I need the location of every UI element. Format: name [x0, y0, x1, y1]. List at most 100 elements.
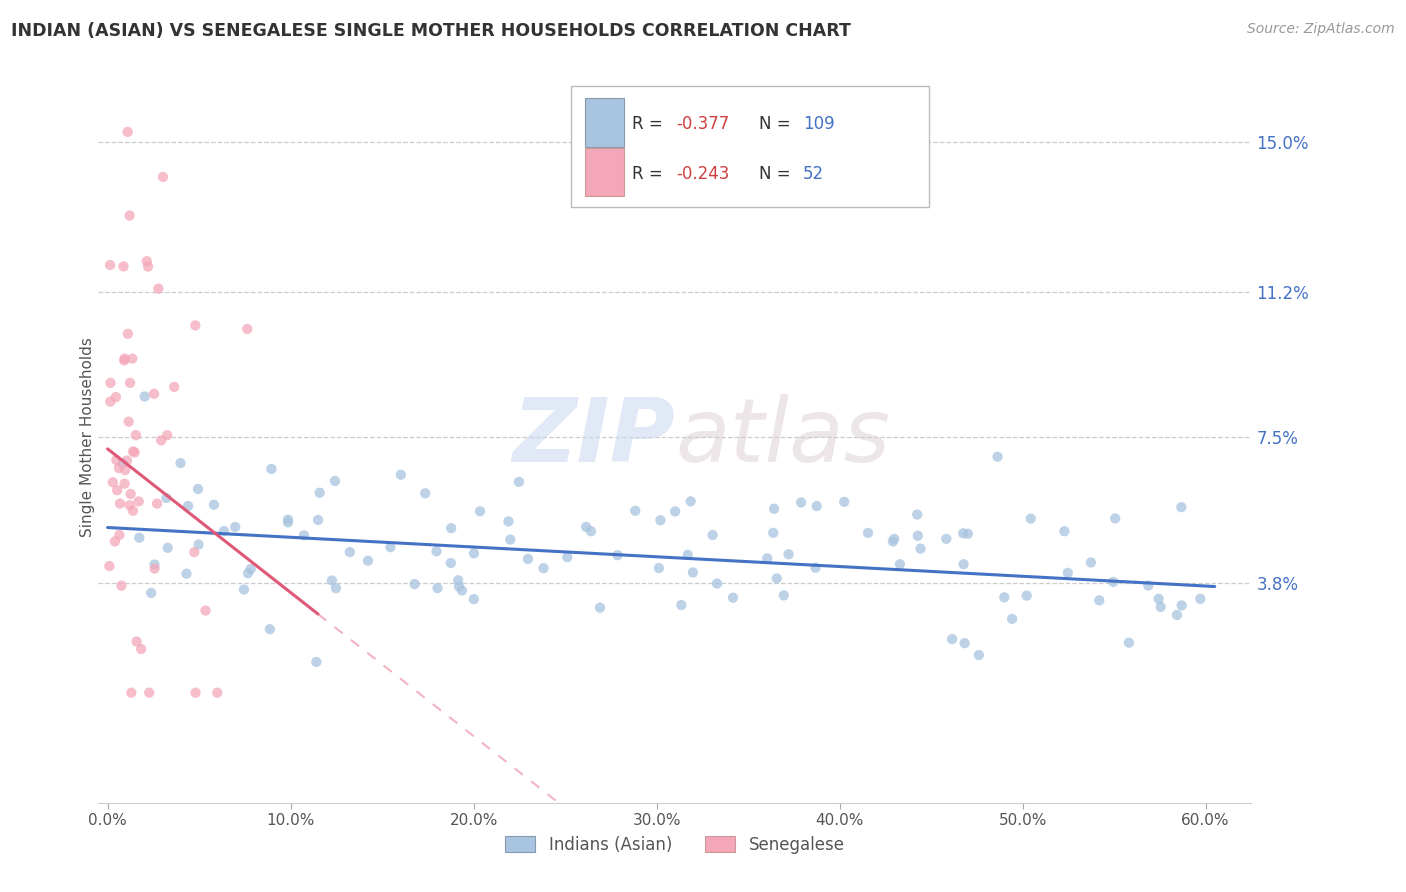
Point [1104, 511, 1126, 525]
Point [292, 528, 315, 542]
Point [101, 475, 124, 490]
Point [105, 483, 128, 497]
Point [517, 552, 540, 566]
Point [117, 326, 139, 341]
Point [664, 504, 686, 518]
Point [425, 544, 447, 558]
Point [108, 497, 131, 511]
Point [1053, 524, 1076, 539]
Point [1149, 599, 1171, 614]
Point [1080, 556, 1102, 570]
Point [1147, 591, 1170, 606]
Point [118, 415, 141, 429]
Point [447, 574, 470, 588]
Text: 52: 52 [803, 165, 824, 183]
Point [108, 461, 131, 475]
Point [1170, 599, 1192, 613]
Point [136, 260, 159, 274]
Point [1056, 566, 1078, 580]
Point [135, 254, 157, 268]
Point [207, 686, 229, 700]
FancyBboxPatch shape [571, 86, 928, 207]
Text: -0.377: -0.377 [676, 115, 730, 133]
Point [832, 495, 855, 509]
Point [125, 634, 148, 648]
Point [1137, 578, 1160, 592]
Point [778, 547, 800, 561]
Point [508, 475, 530, 489]
Point [1166, 607, 1188, 622]
Point [105, 453, 128, 467]
Point [111, 456, 134, 470]
Text: -0.243: -0.243 [676, 165, 730, 183]
Point [451, 583, 474, 598]
Point [440, 521, 463, 535]
Point [1102, 574, 1125, 589]
Point [323, 474, 346, 488]
Point [682, 566, 704, 580]
Point [952, 526, 974, 541]
Point [440, 556, 463, 570]
Point [98, 394, 121, 409]
Point [122, 444, 145, 458]
Point [706, 576, 728, 591]
Point [426, 581, 449, 595]
Point [676, 548, 699, 562]
Point [98, 559, 121, 574]
Point [907, 529, 929, 543]
Point [108, 528, 131, 542]
Text: Source: ZipAtlas.com: Source: ZipAtlas.com [1247, 22, 1395, 37]
Text: R =: R = [633, 115, 668, 133]
Point [104, 390, 127, 404]
Point [589, 600, 612, 615]
Point [277, 516, 299, 530]
Point [463, 592, 485, 607]
Text: R =: R = [633, 165, 668, 183]
Point [114, 351, 136, 366]
Point [156, 541, 179, 555]
Point [277, 513, 299, 527]
Point [413, 486, 436, 500]
Point [790, 495, 813, 509]
Point [1170, 500, 1192, 515]
Point [882, 534, 904, 549]
Point [967, 648, 990, 662]
Point [177, 499, 200, 513]
Point [150, 434, 173, 448]
Point [650, 513, 672, 527]
Point [128, 494, 150, 508]
Point [380, 540, 402, 554]
Point [184, 686, 207, 700]
Point [557, 550, 579, 565]
Point [404, 577, 426, 591]
Point [1118, 636, 1140, 650]
Point [910, 541, 932, 556]
Point [143, 558, 166, 572]
Point [339, 545, 361, 559]
Point [259, 622, 281, 636]
Point [129, 642, 152, 657]
Point [100, 376, 122, 390]
Point [533, 561, 555, 575]
Point [575, 520, 598, 534]
Point [307, 513, 329, 527]
Point [468, 504, 491, 518]
Point [1015, 589, 1038, 603]
Point [499, 533, 522, 547]
Point [187, 537, 209, 551]
Text: N =: N = [759, 165, 796, 183]
Point [114, 476, 136, 491]
Point [1019, 511, 1042, 525]
Point [648, 561, 671, 575]
Point [702, 528, 724, 542]
Point [305, 655, 328, 669]
Point [169, 456, 191, 470]
Point [121, 351, 143, 366]
Point [260, 462, 283, 476]
Point [236, 566, 259, 581]
Point [146, 497, 169, 511]
Point [357, 554, 380, 568]
Point [122, 504, 145, 518]
Point [128, 531, 150, 545]
Point [606, 548, 628, 562]
